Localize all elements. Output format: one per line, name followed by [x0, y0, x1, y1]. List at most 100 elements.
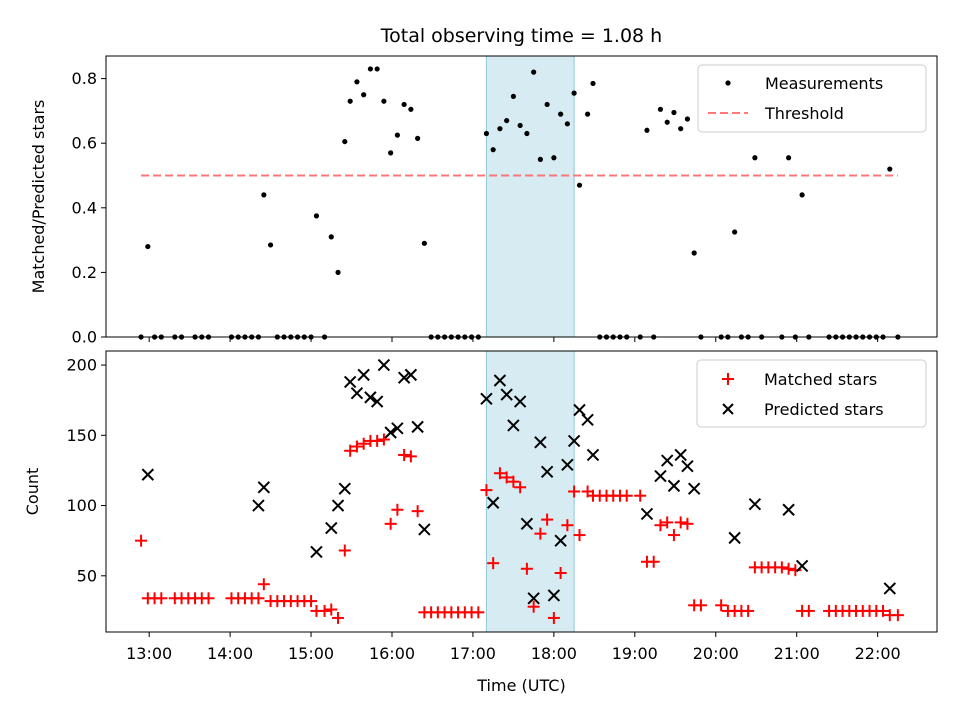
top-panel: Total observing time = 1.08 h 0.00.20.40…: [29, 25, 938, 347]
predicted-star-point: [397, 371, 411, 384]
predicted-star-point: [567, 434, 581, 448]
matched-star-point: [775, 561, 788, 574]
measurement-point: [367, 66, 374, 72]
measurement-point: [590, 80, 596, 87]
measurement-point: [415, 135, 421, 141]
matched-star-point: [891, 609, 904, 622]
matched-star-point: [493, 467, 506, 480]
predicted-star-point: [586, 448, 600, 462]
measurement-point: [335, 269, 341, 276]
measurement-point: [408, 106, 414, 112]
matched-star-point: [318, 604, 331, 617]
predicted-star-point: [404, 368, 418, 382]
matched-star-point: [534, 527, 547, 540]
measurement-point: [483, 130, 490, 137]
predicted-star-point: [681, 460, 694, 473]
matched-star-point: [507, 475, 520, 488]
measurement-point: [342, 138, 348, 145]
measurement-point: [684, 116, 691, 122]
matched-star-point: [620, 489, 633, 502]
predicted-star-point: [493, 374, 507, 387]
predicted-star-point: [687, 482, 701, 495]
measurement-point: [585, 111, 591, 117]
measurement-point: [752, 155, 758, 161]
predicted-star-point: [377, 358, 391, 372]
top-y-tick-label: 0.8: [72, 69, 97, 88]
matched-star-point: [155, 592, 168, 605]
matched-star-point: [661, 516, 674, 529]
predicted-star-point: [338, 482, 351, 495]
measurement-point: [657, 106, 664, 112]
matched-star-point: [742, 604, 755, 617]
top-y-tick-label: 0.6: [72, 134, 97, 153]
measurement-point: [504, 117, 510, 124]
predicted-star-point: [534, 436, 547, 449]
bottom-y-axis-label: Count: [23, 468, 42, 516]
top-x-axis-ticks: [148, 337, 879, 342]
x-tick-label: 18:00: [531, 644, 577, 663]
predicted-star-point: [310, 545, 323, 559]
predicted-star-point: [667, 479, 681, 493]
matched-star-point: [802, 604, 815, 617]
top-y-tick-label: 0.4: [72, 198, 97, 217]
predicted-star-point: [674, 448, 687, 462]
predicted-star-point: [480, 392, 493, 405]
predicted-star-point: [411, 420, 424, 434]
x-tick-label: 22:00: [855, 644, 901, 663]
matched-star-point: [694, 599, 707, 612]
predicted-star-point: [343, 375, 357, 389]
top-legend[interactable]: Measurements Threshold: [697, 64, 927, 133]
bottom-legend[interactable]: Matched stars Predicted stars: [696, 359, 927, 428]
measurement-point: [671, 109, 677, 116]
measurement-point: [564, 121, 570, 127]
matched-star-point: [789, 564, 802, 577]
predicted-star-point: [547, 589, 561, 602]
matched-star-point: [357, 437, 370, 450]
predicted-star-point: [357, 368, 370, 382]
x-tick-label: 15:00: [288, 644, 334, 663]
predicted-star-point: [640, 507, 654, 521]
matched-star-point: [332, 611, 345, 624]
matched-star-point: [541, 513, 554, 526]
bottom-y-tick-label: 150: [66, 426, 97, 445]
predicted-star-point: [486, 496, 500, 509]
chart-title: Total observing time = 1.08 h: [380, 25, 662, 47]
legend-measurements-label: Measurements: [765, 74, 883, 93]
predicted-star-point: [370, 395, 384, 408]
matched-star-point: [487, 557, 500, 570]
x-axis-label: Time (UTC): [476, 676, 565, 695]
measurement-point: [374, 66, 380, 72]
measurement-point: [691, 250, 697, 256]
matched-star-point: [371, 434, 384, 447]
measurement-point: [361, 92, 367, 98]
matched-star-point: [135, 534, 148, 547]
matched-star-point: [377, 433, 390, 446]
x-tick-label: 17:00: [450, 644, 496, 663]
measurement-point: [799, 192, 805, 198]
measurement-point: [347, 98, 353, 104]
matched-star-point: [514, 481, 527, 494]
measurement-point: [313, 213, 320, 219]
matched-star-point: [344, 444, 357, 457]
predicted-star-point: [728, 531, 741, 545]
predicted-star-point: [507, 419, 520, 432]
top-y-axis-ticks: 0.0 0.2 0.4 0.6 0.8: [72, 69, 106, 347]
measurement-point: [510, 93, 517, 99]
matched-star-point: [325, 603, 338, 616]
legend-matched-label: Matched stars: [764, 370, 877, 389]
predicted-star-point: [883, 582, 896, 595]
measurement-point: [261, 192, 267, 198]
matched-stars-points-layer: [135, 433, 904, 624]
x-tick-label: 13:00: [126, 644, 172, 663]
x-tick-label: 16:00: [369, 644, 415, 663]
measurement-point: [517, 122, 523, 129]
matched-star-point: [527, 600, 540, 613]
matched-star-point: [634, 489, 647, 502]
predicted-star-point: [573, 403, 586, 417]
legend-threshold-label: Threshold: [764, 104, 844, 123]
matched-star-point: [667, 529, 680, 542]
predicted-star-point: [513, 395, 527, 408]
measurement-point: [524, 130, 530, 137]
predicted-star-point: [384, 426, 397, 439]
x-tick-label: 19:00: [612, 644, 658, 663]
